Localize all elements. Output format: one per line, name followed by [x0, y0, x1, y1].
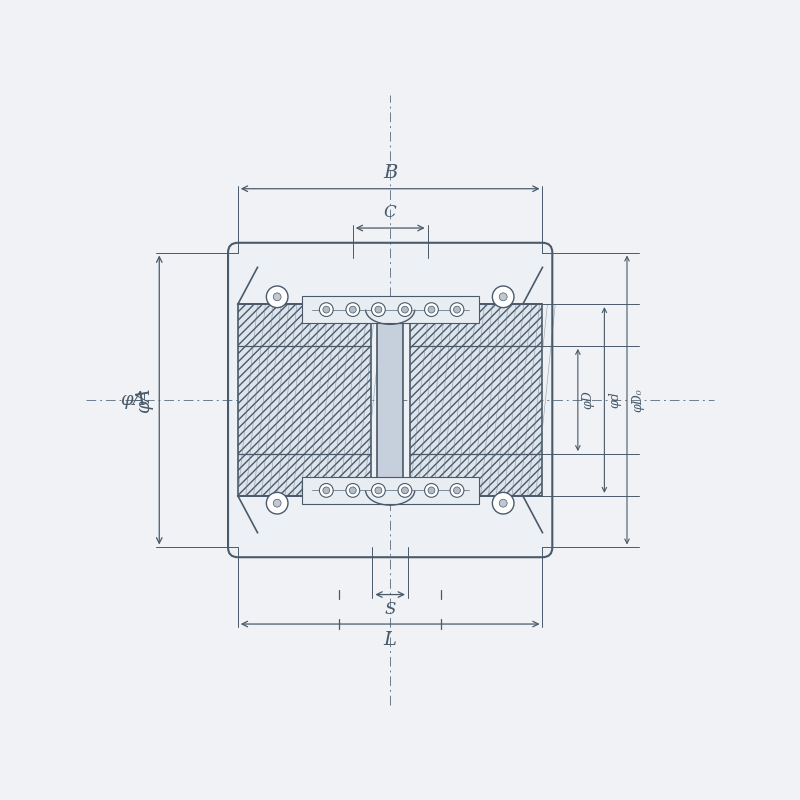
- Circle shape: [492, 492, 514, 514]
- Circle shape: [346, 483, 360, 498]
- Circle shape: [350, 306, 356, 313]
- Circle shape: [499, 293, 507, 301]
- Circle shape: [371, 483, 386, 498]
- Circle shape: [454, 306, 461, 313]
- Circle shape: [319, 302, 333, 317]
- Text: φA: φA: [120, 391, 146, 409]
- Circle shape: [375, 306, 382, 313]
- Bar: [238, 304, 370, 496]
- Circle shape: [454, 487, 461, 494]
- Text: C: C: [384, 204, 397, 221]
- Circle shape: [350, 487, 356, 494]
- Circle shape: [492, 286, 514, 308]
- Text: φA: φA: [135, 387, 154, 413]
- FancyBboxPatch shape: [228, 242, 552, 558]
- Circle shape: [274, 499, 281, 507]
- Circle shape: [428, 487, 435, 494]
- Circle shape: [402, 306, 408, 313]
- Text: φD₀: φD₀: [631, 388, 644, 412]
- Circle shape: [346, 302, 360, 317]
- Text: B: B: [383, 164, 398, 182]
- Circle shape: [499, 499, 507, 507]
- Bar: [302, 296, 478, 323]
- Bar: [378, 299, 403, 501]
- Circle shape: [274, 293, 281, 301]
- Circle shape: [323, 306, 330, 313]
- Circle shape: [450, 483, 464, 498]
- Circle shape: [450, 302, 464, 317]
- Circle shape: [266, 286, 288, 308]
- Bar: [302, 477, 478, 504]
- Circle shape: [398, 302, 412, 317]
- Circle shape: [398, 483, 412, 498]
- Circle shape: [402, 487, 408, 494]
- Circle shape: [371, 302, 386, 317]
- Text: L: L: [384, 631, 397, 649]
- Circle shape: [425, 483, 438, 498]
- Text: φd: φd: [608, 392, 622, 408]
- Circle shape: [375, 487, 382, 494]
- Circle shape: [428, 306, 435, 313]
- Circle shape: [323, 487, 330, 494]
- Bar: [410, 304, 542, 496]
- Circle shape: [425, 302, 438, 317]
- Circle shape: [319, 483, 333, 498]
- Circle shape: [266, 492, 288, 514]
- Text: φD: φD: [582, 390, 594, 410]
- Text: S: S: [385, 602, 396, 618]
